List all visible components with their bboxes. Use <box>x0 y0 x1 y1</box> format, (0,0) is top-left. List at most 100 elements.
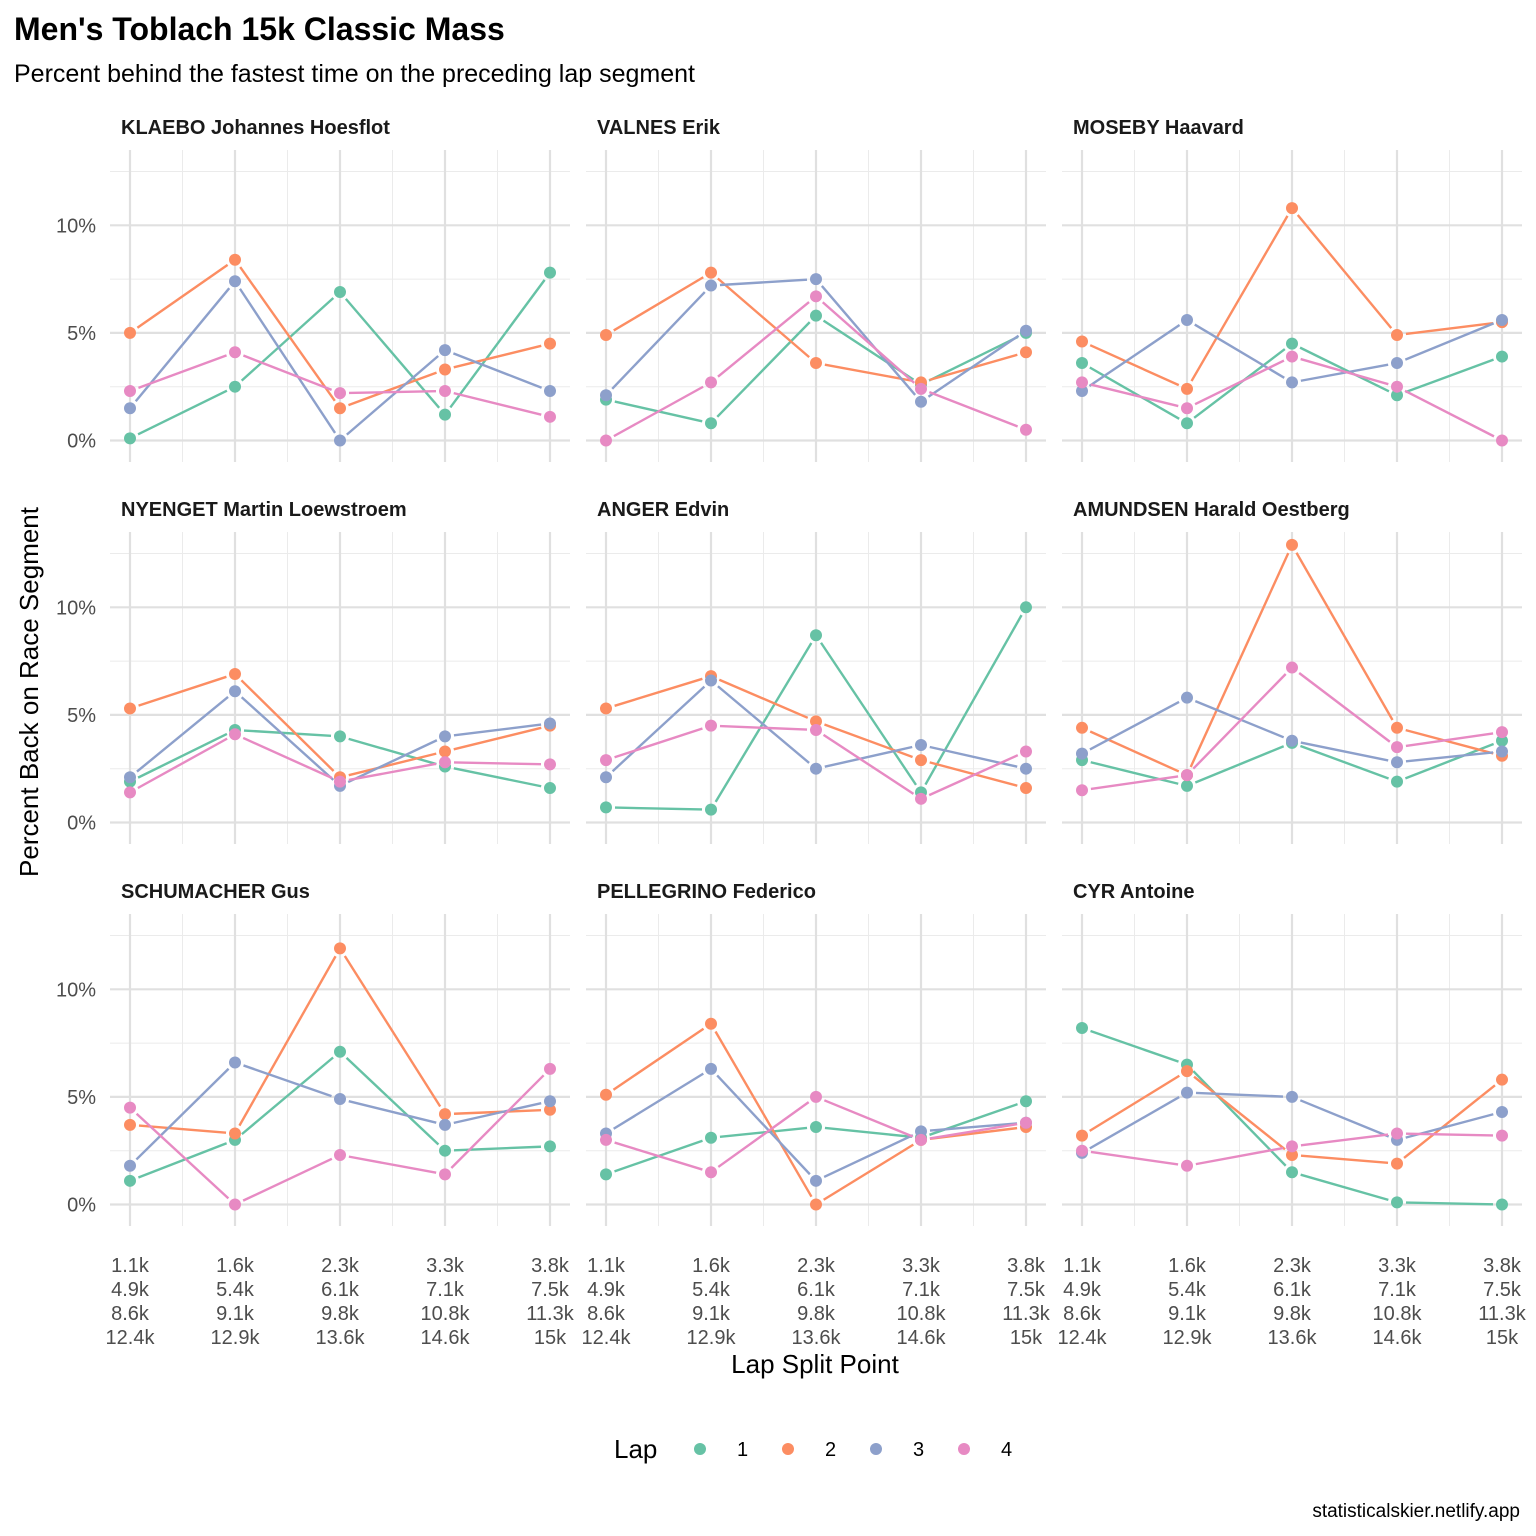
x-tick-label: 10.8k <box>1373 1303 1423 1325</box>
data-point-lap-1 <box>334 1045 346 1058</box>
data-point-lap-4 <box>1181 769 1193 782</box>
series-line-lap-4 <box>450 1074 545 1169</box>
data-point-lap-4 <box>915 792 927 805</box>
series-line-lap-4 <box>1194 359 1285 406</box>
x-tick-label: 15k <box>534 1327 567 1349</box>
series-line-lap-4 <box>823 1099 914 1138</box>
data-point-lap-2 <box>1076 1129 1088 1142</box>
data-point-lap-3 <box>1181 1086 1193 1099</box>
data-point-lap-2 <box>1286 202 1298 215</box>
data-point-lap-3 <box>600 771 612 784</box>
data-point-lap-2 <box>1020 782 1032 795</box>
x-tick-label: 2.3k <box>321 1255 360 1277</box>
data-point-lap-1 <box>810 309 822 322</box>
data-point-lap-1 <box>1076 357 1088 370</box>
x-tick-label: 12.9k <box>687 1327 737 1349</box>
series-line-lap-2 <box>1089 1074 1180 1132</box>
facet-title: PELLEGRINO Federico <box>597 881 816 903</box>
facet-title: AMUNDSEN Harald Oestberg <box>1073 499 1350 521</box>
data-point-lap-1 <box>1020 1095 1032 1108</box>
series-line-lap-4 <box>1090 775 1179 791</box>
data-point-lap-1 <box>334 286 346 299</box>
data-point-lap-4 <box>334 387 346 400</box>
data-point-lap-3 <box>915 395 927 408</box>
data-point-lap-3 <box>600 389 612 402</box>
facet-title: NYENGET Martin Loewstroem <box>121 499 407 521</box>
data-point-lap-4 <box>544 1062 556 1075</box>
x-tick-label: 9.8k <box>797 1303 836 1325</box>
series-line-lap-1 <box>716 321 811 418</box>
data-point-lap-1 <box>705 1131 717 1144</box>
data-point-lap-4 <box>544 758 556 771</box>
data-point-lap-2 <box>810 357 822 370</box>
x-tick-label: 7.5k <box>1007 1279 1046 1301</box>
facet-panel: KLAEBO Johannes Hoesflot 0% 5% 10% <box>56 117 570 462</box>
x-tick-label: 5.4k <box>1168 1279 1207 1301</box>
legend-key-lap-4 <box>958 1443 970 1455</box>
data-point-lap-4 <box>1391 741 1403 754</box>
x-tick-label: 1.6k <box>692 1255 731 1277</box>
data-point-lap-3 <box>439 730 451 743</box>
x-tick-label: 4.9k <box>111 1279 150 1301</box>
series-line-lap-2 <box>1190 215 1289 382</box>
series-line-lap-1 <box>928 335 1019 382</box>
series-line-lap-4 <box>1300 1133 1389 1147</box>
facet-panel: AMUNDSEN Harald Oestberg <box>1062 499 1522 844</box>
series-line-lap-3 <box>611 685 706 773</box>
data-point-lap-2 <box>1181 382 1193 395</box>
data-point-lap-4 <box>1496 434 1508 447</box>
y-tick-label: 5% <box>67 323 96 345</box>
series-line-lap-2 <box>1405 322 1494 336</box>
series-line-lap-2 <box>343 955 442 1108</box>
data-point-lap-4 <box>544 410 556 423</box>
series-line-lap-2 <box>136 263 229 329</box>
x-tick-label: 13.6k <box>792 1327 842 1349</box>
series-line-lap-2 <box>1296 214 1393 329</box>
data-point-lap-3 <box>1391 756 1403 769</box>
data-point-lap-3 <box>705 279 717 292</box>
y-axis-label: Percent Back on Race Segment <box>14 506 44 877</box>
y-tick-label: 10% <box>56 979 96 1001</box>
y-tick-label: 5% <box>67 1087 96 1109</box>
data-point-lap-4 <box>1286 661 1298 674</box>
series-line-lap-2 <box>1295 552 1394 721</box>
series-line-lap-2 <box>612 1027 705 1091</box>
data-point-lap-4 <box>1020 1116 1032 1129</box>
legend-label-lap-2: 2 <box>825 1439 836 1461</box>
series-line-lap-2 <box>1300 1154 1389 1165</box>
data-point-lap-2 <box>810 715 822 728</box>
data-point-lap-2 <box>1391 329 1403 342</box>
data-point-lap-4 <box>810 1090 822 1103</box>
data-point-lap-3 <box>1020 324 1032 337</box>
series-line-lap-1 <box>345 1057 440 1146</box>
data-point-lap-3 <box>544 384 556 397</box>
data-point-lap-4 <box>705 719 717 732</box>
data-point-lap-2 <box>229 253 241 266</box>
series-line-lap-1 <box>344 298 441 409</box>
series-line-lap-3 <box>717 685 810 764</box>
data-point-lap-1 <box>229 380 241 393</box>
data-point-lap-2 <box>124 702 136 715</box>
series-line-lap-2 <box>614 677 703 707</box>
series-line-lap-1 <box>1405 358 1494 394</box>
data-point-lap-1 <box>1181 779 1193 792</box>
x-tick-label: 1.6k <box>1168 1255 1207 1277</box>
facet-panel: MOSEBY Haavard <box>1062 117 1522 462</box>
series-line-lap-4 <box>822 733 915 795</box>
data-point-lap-1 <box>810 1121 822 1134</box>
facet-title: MOSEBY Haavard <box>1073 117 1244 139</box>
x-tick-label: 12.4k <box>106 1327 156 1349</box>
series-line-lap-2 <box>1193 1075 1286 1151</box>
series-line-lap-4 <box>1090 1150 1179 1166</box>
x-tick-label: 8.6k <box>587 1303 626 1325</box>
data-point-lap-3 <box>705 674 717 687</box>
x-tick-label: 11.3k <box>1478 1303 1526 1325</box>
series-line-lap-4 <box>1195 1146 1284 1166</box>
series-line-lap-4 <box>138 354 227 390</box>
series-line-lap-2 <box>240 679 335 772</box>
data-point-lap-4 <box>229 728 241 741</box>
data-point-lap-4 <box>1286 1140 1298 1153</box>
data-point-lap-2 <box>1391 721 1403 734</box>
data-point-lap-3 <box>1391 357 1403 370</box>
data-point-lap-3 <box>229 1056 241 1069</box>
